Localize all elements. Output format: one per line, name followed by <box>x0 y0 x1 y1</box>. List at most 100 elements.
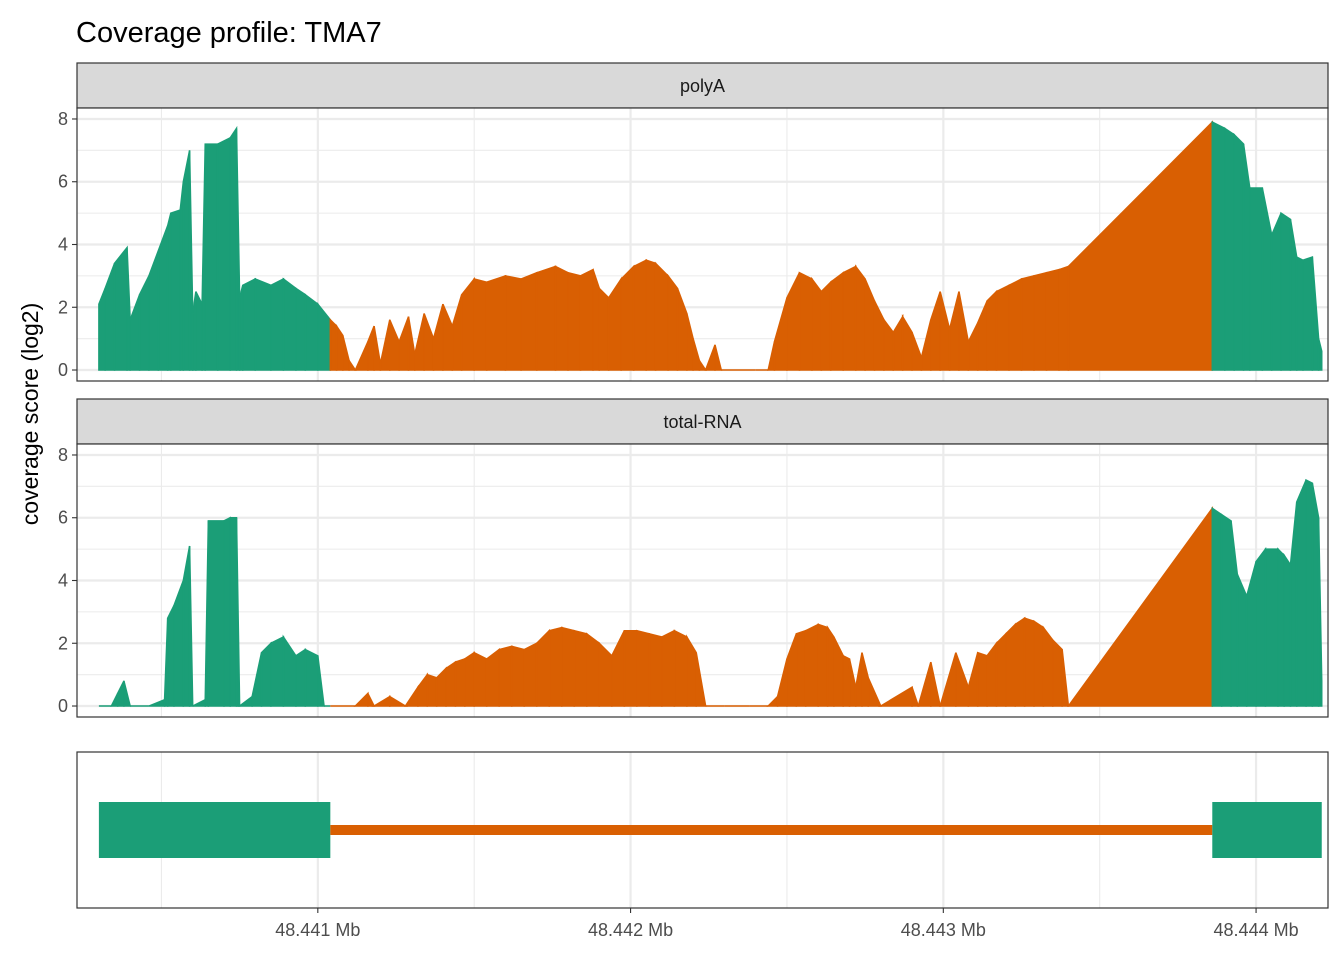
facet-panel: polyA 0 2 4 6 8 <box>58 62 1329 382</box>
coverage-segment <box>661 629 676 707</box>
coverage-segment <box>1061 649 1070 707</box>
coverage-segment <box>195 291 203 371</box>
x-tick-label: 48.442 Mb <box>588 920 673 940</box>
coverage-segment <box>367 693 376 707</box>
facet-panel: total-RNA 0 2 4 6 8 <box>58 398 1329 718</box>
y-tick-label: 8 <box>58 445 68 465</box>
coverage-segment <box>113 245 128 371</box>
coverage-segment <box>1211 506 1223 707</box>
y-tick-label: 4 <box>58 571 68 591</box>
coverage-segment <box>854 264 866 371</box>
coverage-segment <box>270 277 285 371</box>
coverage-segment <box>1302 256 1314 371</box>
coverage-segment <box>567 271 582 371</box>
coverage-segment <box>498 645 513 707</box>
coverage-segment <box>645 259 657 371</box>
x-axis: 48.441 Mb 48.442 Mb 48.443 Mb 48.444 Mb <box>275 908 1299 940</box>
coverage-segment <box>426 673 438 707</box>
x-tick-label: 48.444 Mb <box>1214 920 1299 940</box>
coverage-segment <box>504 274 522 371</box>
coverage-segment <box>579 268 594 371</box>
coverage-segment <box>242 277 257 371</box>
coverage-segment <box>188 545 194 707</box>
coverage-segment <box>1220 513 1232 707</box>
coverage-segment <box>632 258 647 371</box>
coverage-segment <box>485 648 500 707</box>
coverage-segment <box>348 358 357 371</box>
coverage-segment <box>207 520 225 707</box>
coverage-segment <box>795 629 807 707</box>
coverage-segment <box>98 288 106 371</box>
coverage-segment <box>976 651 988 707</box>
coverage-segment <box>1317 338 1323 371</box>
coverage-segment <box>317 655 325 707</box>
y-tick-label: 4 <box>58 235 68 255</box>
coverage-segment <box>1224 126 1235 371</box>
coverage-segment <box>798 271 813 371</box>
y-tick-label: 0 <box>58 360 68 380</box>
coverage-segment <box>1305 478 1314 707</box>
coverage-segment <box>1270 212 1282 371</box>
y-axis-label: coverage score (log2) <box>17 303 43 525</box>
coverage-segment <box>911 686 920 707</box>
coverage-segment <box>698 358 708 371</box>
coverage-segment <box>464 651 475 707</box>
x-tick-label: 48.441 Mb <box>275 920 360 940</box>
coverage-segment <box>667 273 679 371</box>
coverage-segment <box>554 265 569 371</box>
chart-title: Coverage profile: TMA7 <box>76 17 382 49</box>
y-tick-label: 2 <box>58 633 68 653</box>
coverage-segment <box>1020 274 1035 371</box>
y-tick-label: 8 <box>58 109 68 129</box>
coverage-segment <box>204 143 219 371</box>
coverage-segment <box>235 517 241 707</box>
facet-strip-label: polyA <box>680 76 725 96</box>
coverage-segment <box>454 657 466 707</box>
coverage-segment <box>811 276 823 371</box>
coverage-segment <box>1052 638 1063 707</box>
coverage-segment <box>535 265 557 371</box>
coverage-segment <box>216 136 231 371</box>
coverage-segment <box>535 628 551 707</box>
coverage-segment <box>295 648 307 707</box>
coverage-segment <box>1211 120 1226 371</box>
coverage-segment <box>817 623 829 707</box>
coverage-segment <box>695 652 707 707</box>
coverage-segment <box>1045 268 1060 371</box>
coverage-segment <box>1242 143 1251 371</box>
coverage-segment <box>804 623 819 707</box>
coverage-segment <box>1033 619 1045 707</box>
coverage-segment <box>182 150 191 371</box>
coverage-segment <box>1295 479 1307 707</box>
coverage-segment <box>520 271 538 371</box>
coverage-segment <box>654 261 669 371</box>
coverage-segment <box>1249 187 1264 371</box>
coverage-segment <box>1008 277 1023 371</box>
gene-panel-border <box>76 751 1329 909</box>
coverage-segment <box>460 276 475 371</box>
coverage-segment <box>329 317 338 371</box>
coverage-segment <box>223 516 231 707</box>
coverage-segment <box>1033 271 1048 371</box>
coverage-segment <box>620 264 635 371</box>
coverage-segment <box>473 278 488 371</box>
coverage-segment <box>170 208 181 371</box>
coverage-segment <box>1042 625 1054 707</box>
coverage-segment <box>867 677 882 707</box>
coverage-segment <box>485 274 507 371</box>
coverage-segment <box>1233 132 1245 371</box>
panel-border <box>76 107 1329 382</box>
coverage-segment <box>673 629 688 707</box>
exon-block <box>1212 802 1322 858</box>
coverage-segment <box>1005 622 1016 707</box>
coverage-segment <box>229 516 238 707</box>
panel-border <box>76 443 1329 718</box>
coverage-segment <box>1023 617 1035 707</box>
coverage-segment <box>1014 616 1026 707</box>
facet-panels: polyA 0 2 4 6 8 total-RNA 0 2 4 6 8 <box>58 62 1329 718</box>
facet-strip-label: total-RNA <box>663 412 741 432</box>
coverage-segment <box>270 635 285 707</box>
coverage-segment <box>445 660 457 707</box>
exon-block <box>98 802 331 858</box>
